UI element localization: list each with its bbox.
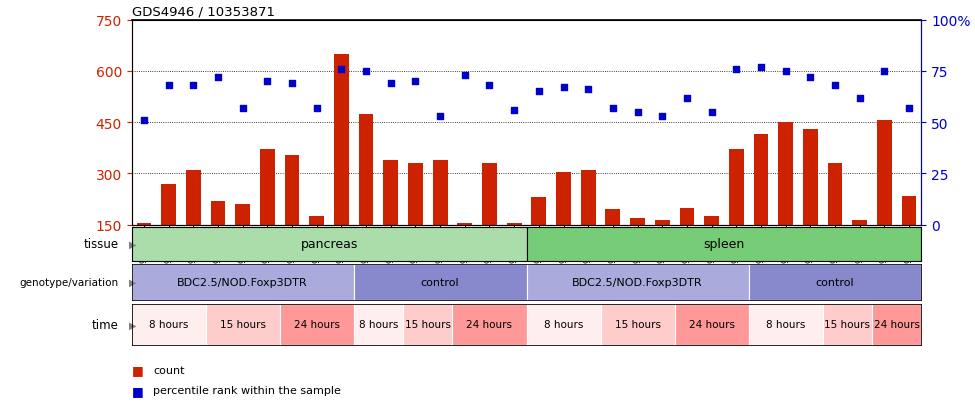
Point bbox=[408, 79, 423, 85]
Text: time: time bbox=[92, 318, 119, 331]
Bar bbox=[803, 130, 818, 276]
Text: GDS4946 / 10353871: GDS4946 / 10353871 bbox=[132, 5, 275, 18]
Text: ▶: ▶ bbox=[129, 320, 137, 330]
Bar bbox=[630, 218, 645, 276]
Bar bbox=[334, 55, 349, 276]
Point bbox=[333, 66, 349, 73]
Bar bbox=[902, 196, 916, 276]
Text: BDC2.5/NOD.Foxp3DTR: BDC2.5/NOD.Foxp3DTR bbox=[177, 278, 308, 287]
Bar bbox=[285, 155, 299, 276]
Point bbox=[827, 83, 842, 89]
Bar bbox=[136, 223, 151, 276]
Text: 15 hours: 15 hours bbox=[219, 320, 265, 330]
Bar bbox=[754, 135, 768, 276]
Bar bbox=[704, 216, 719, 276]
Point bbox=[136, 118, 152, 124]
Text: percentile rank within the sample: percentile rank within the sample bbox=[153, 385, 341, 395]
Bar bbox=[655, 220, 670, 276]
Point bbox=[778, 69, 794, 75]
Point bbox=[680, 95, 695, 102]
Bar bbox=[161, 184, 176, 276]
Bar bbox=[359, 114, 373, 276]
Bar bbox=[828, 164, 842, 276]
Text: 8 hours: 8 hours bbox=[544, 320, 583, 330]
Point bbox=[630, 109, 645, 116]
Bar bbox=[482, 164, 497, 276]
Bar bbox=[507, 223, 522, 276]
Point bbox=[704, 109, 720, 116]
Bar bbox=[605, 210, 620, 276]
Text: 15 hours: 15 hours bbox=[614, 320, 660, 330]
Point bbox=[383, 81, 399, 87]
Point bbox=[852, 95, 868, 102]
Point bbox=[877, 69, 892, 75]
Text: spleen: spleen bbox=[703, 237, 745, 251]
Point bbox=[556, 85, 571, 91]
Text: control: control bbox=[421, 278, 459, 287]
Bar bbox=[235, 204, 250, 276]
Bar bbox=[309, 216, 324, 276]
Bar bbox=[852, 220, 867, 276]
Text: 24 hours: 24 hours bbox=[874, 320, 919, 330]
Text: ▶: ▶ bbox=[129, 239, 137, 249]
Text: 8 hours: 8 hours bbox=[149, 320, 188, 330]
Text: ■: ■ bbox=[132, 384, 143, 397]
Text: 15 hours: 15 hours bbox=[405, 320, 450, 330]
Bar bbox=[556, 172, 571, 276]
Text: tissue: tissue bbox=[84, 237, 119, 251]
Point bbox=[753, 64, 768, 71]
Text: 8 hours: 8 hours bbox=[359, 320, 398, 330]
Bar bbox=[383, 160, 398, 276]
Point bbox=[506, 107, 522, 114]
Bar bbox=[186, 171, 201, 276]
Text: count: count bbox=[153, 365, 184, 375]
Bar bbox=[457, 223, 472, 276]
Point bbox=[901, 105, 916, 112]
Point bbox=[235, 105, 251, 112]
Point bbox=[161, 83, 176, 89]
Bar bbox=[409, 164, 423, 276]
Text: ■: ■ bbox=[132, 363, 143, 376]
Point bbox=[728, 66, 744, 73]
Bar bbox=[433, 160, 448, 276]
Bar bbox=[211, 201, 225, 276]
Text: ▶: ▶ bbox=[129, 278, 137, 287]
Bar bbox=[680, 208, 694, 276]
Bar bbox=[260, 150, 275, 276]
Text: 24 hours: 24 hours bbox=[688, 320, 734, 330]
Point bbox=[531, 89, 547, 95]
Text: 24 hours: 24 hours bbox=[293, 320, 339, 330]
Text: 8 hours: 8 hours bbox=[766, 320, 805, 330]
Point bbox=[654, 114, 670, 120]
Point bbox=[185, 83, 201, 89]
Point bbox=[285, 81, 300, 87]
Bar bbox=[778, 123, 793, 276]
Point bbox=[482, 83, 497, 89]
Point bbox=[432, 114, 448, 120]
Bar bbox=[729, 150, 744, 276]
Bar bbox=[531, 198, 546, 276]
Text: 15 hours: 15 hours bbox=[824, 320, 871, 330]
Text: genotype/variation: genotype/variation bbox=[20, 278, 119, 287]
Point bbox=[211, 75, 226, 81]
Point bbox=[309, 105, 325, 112]
Text: 24 hours: 24 hours bbox=[466, 320, 513, 330]
Point bbox=[358, 69, 373, 75]
Bar bbox=[581, 171, 596, 276]
Point bbox=[457, 73, 473, 79]
Text: pancreas: pancreas bbox=[300, 237, 358, 251]
Text: control: control bbox=[816, 278, 854, 287]
Text: BDC2.5/NOD.Foxp3DTR: BDC2.5/NOD.Foxp3DTR bbox=[572, 278, 703, 287]
Point bbox=[259, 79, 275, 85]
Point bbox=[802, 75, 818, 81]
Point bbox=[580, 87, 596, 93]
Bar bbox=[877, 121, 892, 276]
Point bbox=[605, 105, 621, 112]
